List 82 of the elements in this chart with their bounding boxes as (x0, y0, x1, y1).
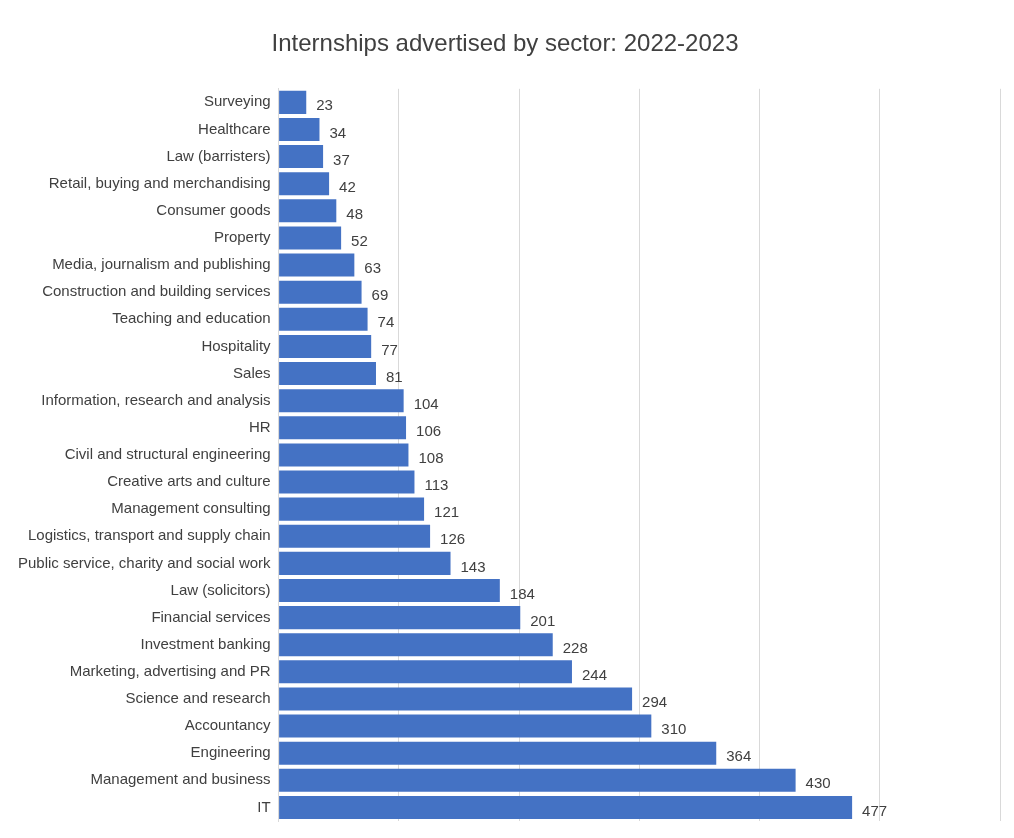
y-tick-label: Construction and building services (42, 282, 271, 300)
y-tick-label: Logistics, transport and supply chain (27, 526, 271, 544)
data-label: 74 (377, 313, 395, 331)
bar (279, 606, 521, 630)
bar (279, 416, 407, 440)
y-tick-label: Management consulting (111, 499, 271, 517)
y-tick-label: HR (248, 417, 271, 435)
data-label: 106 (416, 421, 442, 439)
bar (279, 253, 355, 277)
data-label: 477 (862, 801, 888, 819)
data-label: 104 (413, 394, 439, 412)
bar (279, 226, 342, 250)
data-label: 37 (333, 150, 350, 168)
bar (279, 741, 717, 765)
y-tick-label: Accountancy (184, 716, 272, 734)
bar (279, 551, 451, 575)
bar (279, 145, 324, 169)
bar (279, 633, 553, 657)
y-tick-label: Healthcare (198, 119, 271, 137)
bar (279, 334, 372, 358)
bar (279, 578, 500, 603)
data-label: 244 (581, 665, 607, 683)
data-label: 121 (434, 503, 460, 521)
bar (279, 524, 431, 548)
y-tick-label: Civil and structural engineering (64, 445, 271, 463)
data-label: 34 (329, 123, 347, 141)
y-tick-label: IT (257, 797, 271, 815)
data-label: 42 (339, 177, 356, 195)
y-tick-label: Retail, buying and merchandising (48, 173, 271, 191)
bar (279, 470, 415, 494)
data-label: 364 (726, 747, 752, 765)
y-tick-label: Hospitality (201, 336, 272, 354)
bar (279, 117, 320, 141)
data-label: 63 (364, 259, 382, 277)
data-label: 430 (805, 774, 831, 792)
y-tick-label: Public service, charity and social work (17, 553, 272, 571)
bar (279, 497, 425, 521)
y-tick-label: Financial services (151, 607, 271, 625)
bar (279, 90, 307, 114)
bar (279, 389, 404, 413)
bar (279, 795, 853, 819)
data-label: 113 (424, 476, 449, 494)
y-tick-label: Sales (233, 363, 271, 381)
data-label: 48 (346, 204, 363, 222)
y-tick-label: Law (solicitors) (170, 580, 271, 598)
data-label: 310 (661, 720, 687, 738)
y-tick-label: Investment banking (140, 634, 271, 652)
bar (279, 199, 337, 223)
data-label: 201 (530, 611, 556, 629)
bar (279, 362, 376, 386)
bar (279, 443, 409, 467)
y-tick-label: Teaching and education (112, 309, 271, 327)
data-label: 77 (381, 340, 398, 358)
y-tick-label: Creative arts and culture (107, 472, 271, 490)
bar (279, 280, 362, 304)
y-tick-label: Science and research (125, 689, 271, 707)
y-tick-label: Engineering (190, 743, 271, 761)
bar (279, 172, 330, 196)
data-label: 143 (460, 557, 486, 575)
data-label: 52 (351, 232, 368, 250)
data-label: 126 (440, 530, 466, 548)
data-label: 294 (642, 693, 668, 711)
bar (279, 714, 652, 738)
y-tick-label: Media, journalism and publishing (52, 255, 271, 273)
y-tick-label: Marketing, advertising and PR (69, 661, 271, 679)
data-label: 81 (385, 367, 403, 385)
y-tick-label: Surveying (203, 92, 271, 110)
data-label: 69 (371, 286, 389, 304)
bar (279, 660, 572, 684)
y-tick-label: Law (barristers) (166, 146, 271, 164)
y-tick-label: Property (213, 228, 272, 246)
bar (279, 687, 633, 711)
data-label: 184 (509, 584, 535, 602)
data-label: 108 (418, 449, 444, 467)
chart-title: Internships advertised by sector: 2022-2023 (271, 29, 739, 57)
y-tick-label: Management and business (90, 770, 271, 788)
data-label: 228 (562, 638, 588, 656)
y-tick-label: Consumer goods (156, 200, 271, 218)
y-tick-label: Information, research and analysis (41, 390, 271, 408)
bar (279, 768, 796, 792)
bar (279, 307, 368, 331)
data-label: 23 (316, 96, 333, 114)
